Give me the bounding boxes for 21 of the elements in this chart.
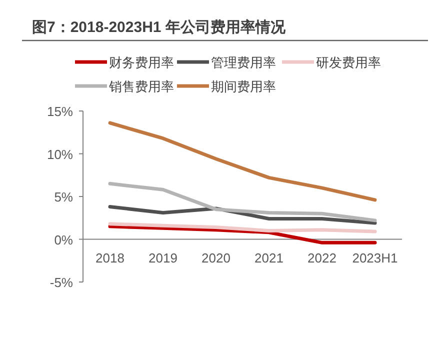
y-tick-label: 5%	[54, 190, 74, 204]
y-tick-label: 10%	[46, 146, 74, 162]
legend-label: 期间费用率	[211, 79, 276, 94]
legend-label: 管理费用率	[211, 55, 276, 70]
x-tick-label: 2019	[148, 250, 178, 266]
x-tick-label: 2018	[96, 250, 124, 266]
legend-label: 研发费用率	[316, 55, 381, 70]
line-series	[108, 121, 377, 202]
legend-label: 财务费用率	[109, 55, 174, 70]
y-tick-label: 15%	[46, 104, 74, 119]
x-tick-label: 2021	[254, 250, 284, 266]
x-tick-label: 2022	[308, 250, 336, 266]
line-series	[108, 224, 377, 244]
x-tick-label: 2020	[202, 250, 230, 266]
legend-label: 销售费用率	[108, 79, 174, 94]
y-tick-label: -5%	[50, 275, 74, 290]
line-series	[108, 222, 377, 234]
x-tick-label: 2023H1	[352, 250, 398, 266]
line-series	[108, 182, 377, 222]
chart-title: 图7：2018-2023H1 年公司费用率情况	[32, 18, 286, 36]
y-tick-label: 0%	[54, 232, 74, 248]
